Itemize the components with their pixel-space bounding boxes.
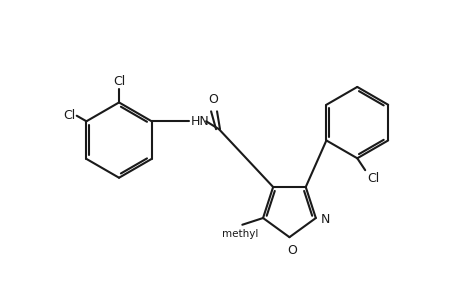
Text: O: O xyxy=(287,244,297,257)
Text: O: O xyxy=(207,93,218,106)
Text: Cl: Cl xyxy=(112,75,125,88)
Text: HN: HN xyxy=(190,115,208,128)
Text: N: N xyxy=(320,212,330,226)
Text: Cl: Cl xyxy=(63,109,76,122)
Text: methyl: methyl xyxy=(222,229,258,239)
Text: Cl: Cl xyxy=(366,172,379,185)
